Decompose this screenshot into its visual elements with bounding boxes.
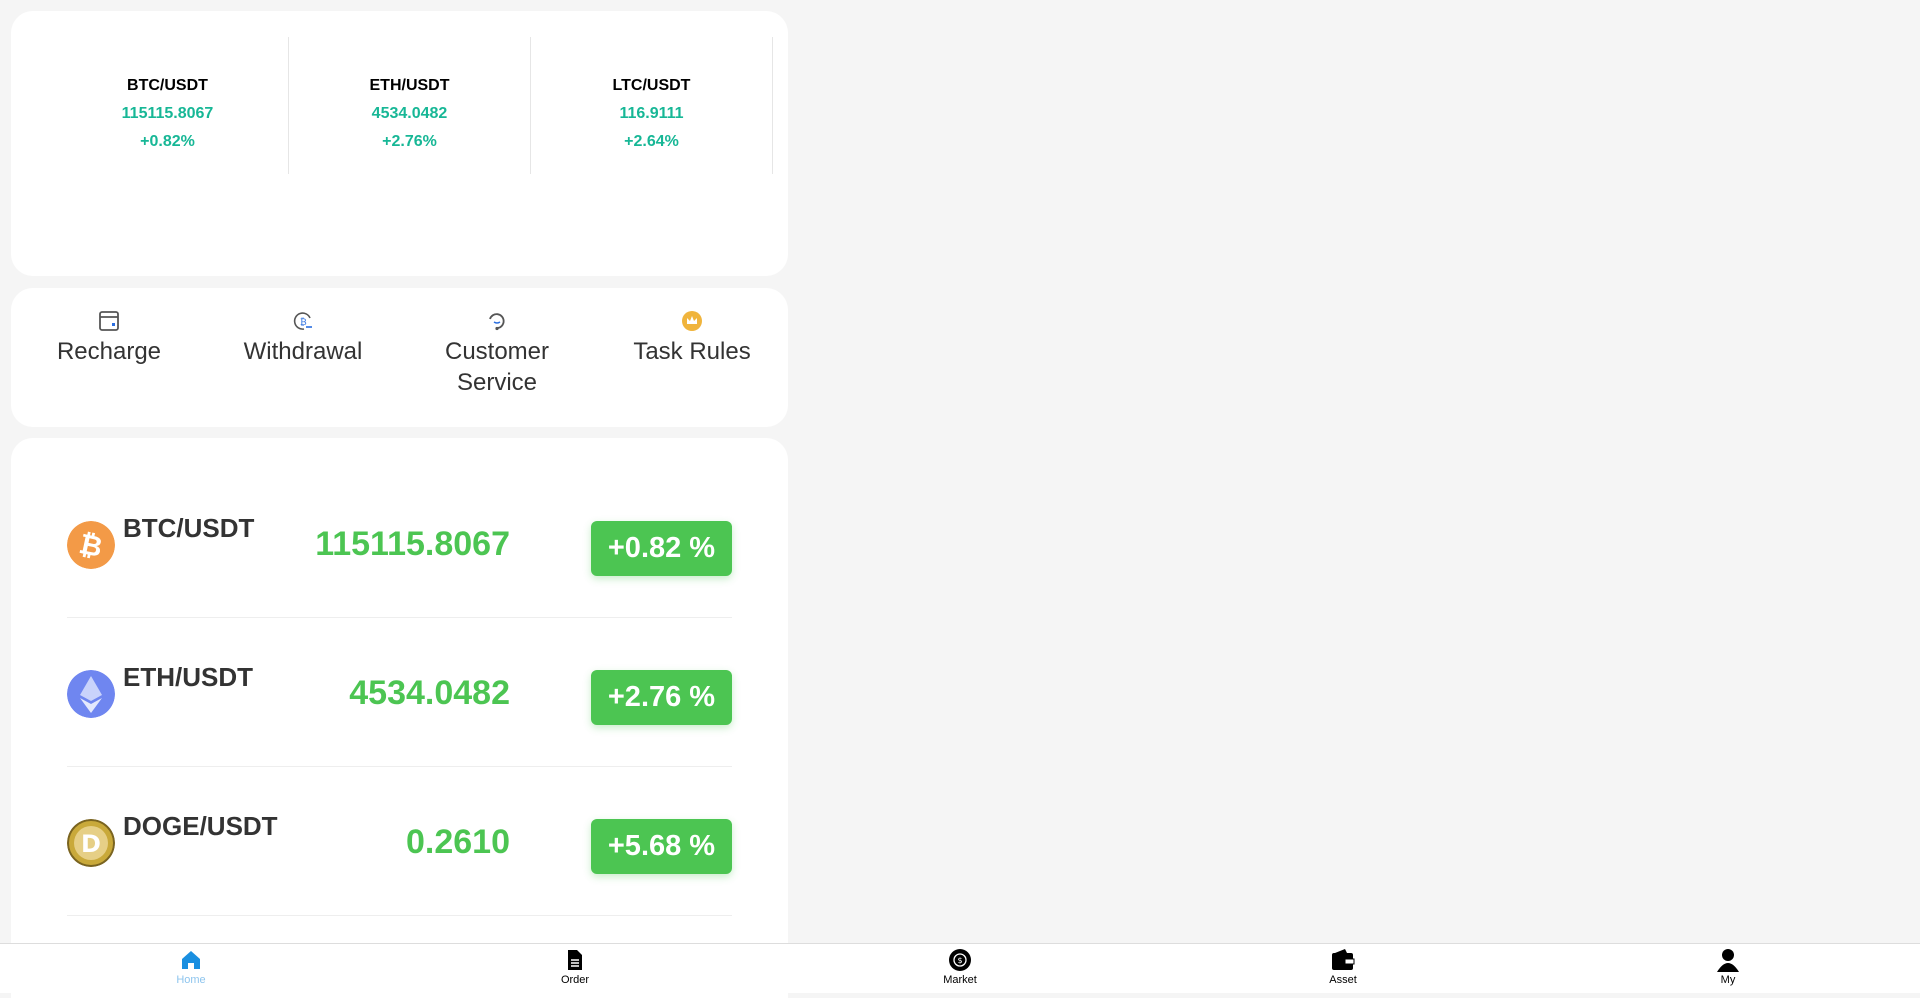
ticker-ltc[interactable]: LTC/USDT 116.9111 +2.64% xyxy=(531,37,773,174)
market-pair: BTC/USDT xyxy=(123,513,255,543)
nav-label: Home xyxy=(176,974,206,986)
market-pair: ETH/USDT xyxy=(123,662,253,692)
nav-order[interactable]: Order xyxy=(515,948,635,986)
ticker-change: +2.76% xyxy=(382,133,437,150)
wallet-icon xyxy=(99,311,119,331)
ticker-pair: ETH/USDT xyxy=(369,77,450,94)
nav-label: Order xyxy=(560,974,590,986)
nav-home[interactable]: Home xyxy=(131,948,251,986)
svg-text:₿: ₿ xyxy=(300,317,307,328)
ticker-pair: LTC/USDT xyxy=(612,77,691,94)
ticker-change: +2.64% xyxy=(624,133,679,150)
market-row-doge[interactable]: D DOGE/USDT 0.2610 +5.68 % xyxy=(67,767,732,916)
change-badge: +0.82 % xyxy=(591,521,732,576)
bitcoin-withdraw-icon: ₿ xyxy=(293,312,312,330)
customer-service-button[interactable]: Customer Service xyxy=(407,310,587,398)
nav-my[interactable]: My xyxy=(1668,948,1788,986)
market-icon: $ xyxy=(949,949,971,971)
nav-market[interactable]: $ Market xyxy=(900,948,1020,986)
wallet-icon xyxy=(1332,949,1355,970)
ticker-price: 115115.8067 xyxy=(121,105,214,122)
market-pair: DOGE/USDT xyxy=(123,811,278,841)
bottom-nav: Home Order $ Market Asset My xyxy=(0,943,1920,993)
market-price: 4534.0482 xyxy=(349,674,510,712)
market-row-btc[interactable]: ₿ BTC/USDT 115115.8067 +0.82 % xyxy=(67,469,732,618)
ticker-eth[interactable]: ETH/USDT 4534.0482 +2.76% xyxy=(289,37,531,174)
user-icon xyxy=(1717,949,1739,972)
nav-asset[interactable]: Asset xyxy=(1283,948,1403,986)
market-price: 0.2610 xyxy=(406,823,510,861)
market-list: ₿ BTC/USDT 115115.8067 +0.82 % ETH/USDT … xyxy=(11,438,788,998)
ticker-price: 116.9111 xyxy=(619,105,684,122)
action-label: Customer Service xyxy=(444,338,550,396)
market-price: 115115.8067 xyxy=(315,525,510,563)
task-rules-button[interactable]: Task Rules xyxy=(602,310,782,367)
action-label: Recharge xyxy=(56,338,162,365)
dogecoin-icon: D xyxy=(67,819,115,867)
ticker-pair: BTC/USDT xyxy=(127,77,208,94)
document-icon xyxy=(568,950,582,970)
bitcoin-icon: ₿ xyxy=(67,521,115,569)
headset-icon xyxy=(489,313,505,331)
ticker-change: +0.82% xyxy=(140,133,195,150)
action-label: Withdrawal xyxy=(243,338,363,365)
recharge-button[interactable]: Recharge xyxy=(19,310,199,367)
ticker-price: 4534.0482 xyxy=(371,105,448,122)
nav-label: Asset xyxy=(1329,974,1357,986)
ticker-btc[interactable]: BTC/USDT 115115.8067 +0.82% xyxy=(47,37,289,174)
withdrawal-button[interactable]: ₿ Withdrawal xyxy=(213,310,393,367)
change-badge: +5.68 % xyxy=(591,819,732,874)
nav-label: My xyxy=(1720,974,1736,986)
crown-icon xyxy=(682,311,702,331)
change-badge: +2.76 % xyxy=(591,670,732,725)
action-label: Task Rules xyxy=(633,338,751,365)
quick-actions: Recharge ₿ Withdrawal Customer Service T… xyxy=(11,288,788,427)
market-row-eth[interactable]: ETH/USDT 4534.0482 +2.76 % xyxy=(67,618,732,767)
svg-text:D: D xyxy=(81,830,101,858)
ethereum-icon xyxy=(67,670,115,718)
nav-label: Market xyxy=(943,974,977,986)
svg-text:$: $ xyxy=(957,956,962,965)
home-icon xyxy=(182,951,200,969)
ticker-card: BTC/USDT 115115.8067 +0.82% ETH/USDT 453… xyxy=(11,11,788,276)
